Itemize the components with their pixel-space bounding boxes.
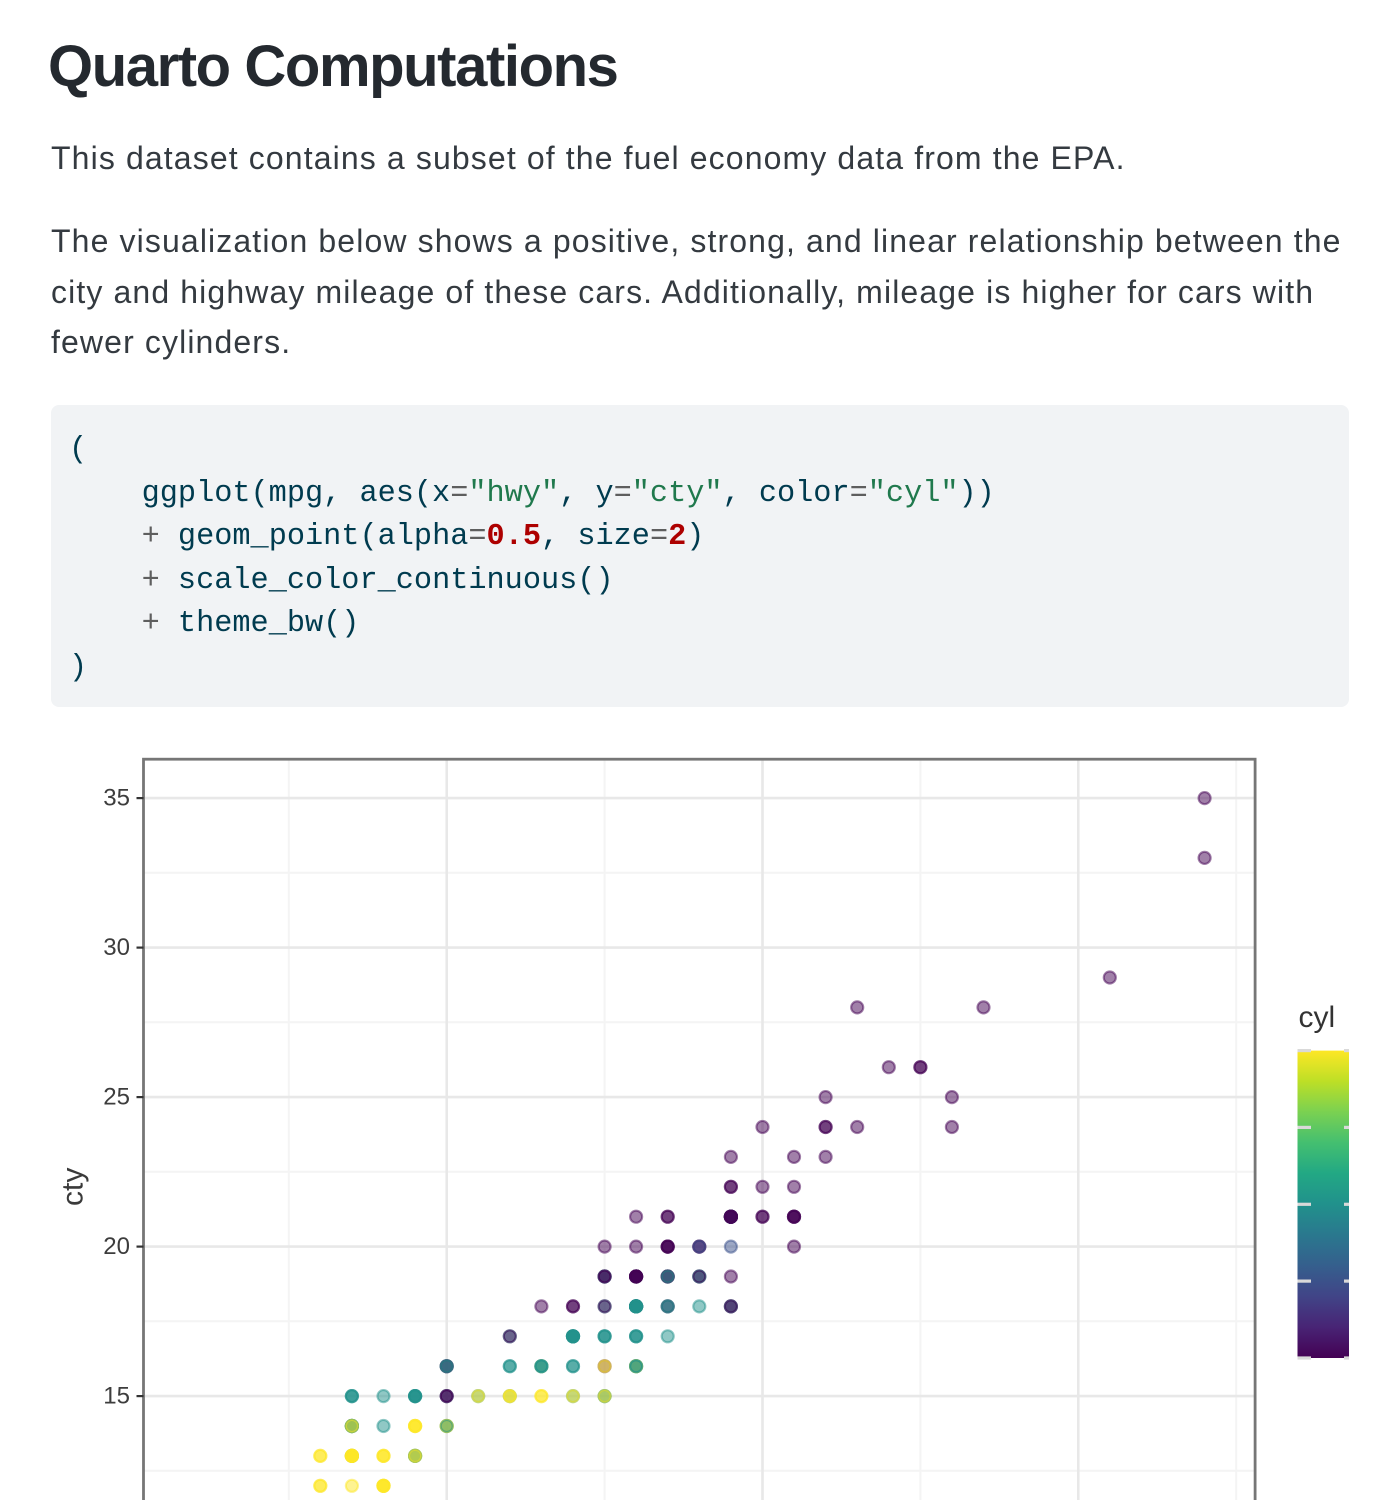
svg-text:cyl: cyl [1299, 1001, 1336, 1034]
svg-text:15: 15 [103, 1383, 130, 1410]
svg-text:cty: cty [57, 1168, 90, 1206]
svg-text:30: 30 [103, 934, 130, 961]
svg-text:35: 35 [103, 785, 130, 812]
svg-text:20: 20 [103, 1233, 130, 1260]
svg-text:25: 25 [103, 1084, 130, 1111]
